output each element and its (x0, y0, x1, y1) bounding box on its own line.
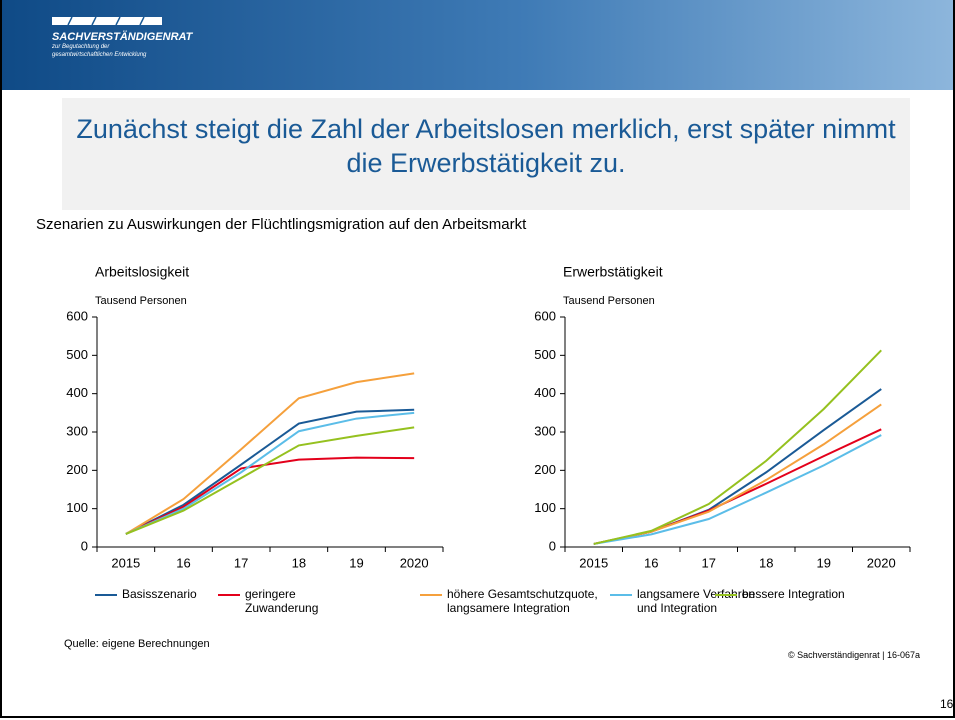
y-tick-label: 500 (66, 347, 88, 362)
logo: SACHVERSTÄNDIGENRAT zur Begutachtung der… (52, 15, 192, 59)
series-line (593, 434, 882, 545)
slide-title: Zunächst steigt die Zahl der Arbeitslose… (76, 114, 896, 178)
y-tick-label: 600 (534, 308, 556, 323)
legend-label: Basisszenario (122, 587, 197, 601)
legend-label: höhere Gesamtschutzquote, langsamere Int… (447, 587, 598, 615)
x-tick-label: 16 (176, 555, 190, 570)
legend-swatch (715, 594, 737, 596)
x-tick-label: 17 (702, 555, 716, 570)
logo-mark (52, 16, 162, 26)
source: Quelle: eigene Berechnungen (64, 638, 210, 650)
title-box (62, 98, 910, 210)
x-tick-label: 18 (292, 555, 306, 570)
x-tick-label: 18 (759, 555, 773, 570)
legend-swatch (218, 594, 240, 596)
subtitle: Szenarien zu Auswirkungen der Flüchtling… (36, 216, 527, 233)
x-tick-label: 19 (349, 555, 363, 570)
y-tick-label: 0 (549, 538, 556, 553)
y-tick-label: 200 (534, 462, 556, 477)
x-tick-label: 17 (234, 555, 248, 570)
legend-label: langsamere Verfahren und Integration (637, 587, 756, 615)
legend-label: bessere Integration (742, 587, 845, 601)
y-tick-label: 600 (66, 308, 88, 323)
y-tick-label: 500 (534, 347, 556, 362)
x-tick-label: 2015 (579, 555, 608, 570)
y-tick-label: 100 (66, 500, 88, 515)
series-line (125, 408, 415, 535)
legend-swatch (95, 594, 117, 596)
y-tick-label: 300 (534, 423, 556, 438)
x-tick-label: 19 (817, 555, 831, 570)
chart-title: Erwerbstätigkeit (563, 264, 663, 280)
y-axis-label: Tausend Personen (563, 295, 655, 307)
y-axis-label: Tausend Personen (95, 295, 187, 307)
y-tick-label: 0 (81, 538, 88, 553)
x-tick-label: 2015 (111, 555, 140, 570)
series-line (125, 426, 415, 535)
series-line (125, 372, 415, 535)
x-tick-label: 2020 (867, 555, 896, 570)
legend-swatch (420, 594, 442, 596)
y-tick-label: 200 (66, 462, 88, 477)
x-tick-label: 2020 (400, 555, 429, 570)
legend-label: geringere Zuwanderung (245, 587, 319, 615)
org-line: gesamtwirtschaftlichen Entwicklung (52, 52, 147, 58)
y-tick-label: 300 (66, 423, 88, 438)
header-band: SACHVERSTÄNDIGENRAT zur Begutachtung der… (0, 0, 955, 90)
x-tick-label: 16 (644, 555, 658, 570)
org-name: SACHVERSTÄNDIGENRAT (52, 31, 193, 43)
chart-title: Arbeitslosigkeit (95, 264, 189, 280)
y-tick-label: 100 (534, 500, 556, 515)
series-line (125, 456, 415, 535)
series-line (125, 411, 415, 535)
org-line: zur Begutachtung der (52, 44, 110, 50)
copyright: © Sachverständigenrat | 16-067a (787, 650, 920, 660)
y-tick-label: 400 (66, 385, 88, 400)
y-tick-label: 400 (534, 385, 556, 400)
page-number: 16 (940, 697, 954, 711)
series-line (593, 349, 882, 545)
legend-swatch (610, 594, 632, 596)
